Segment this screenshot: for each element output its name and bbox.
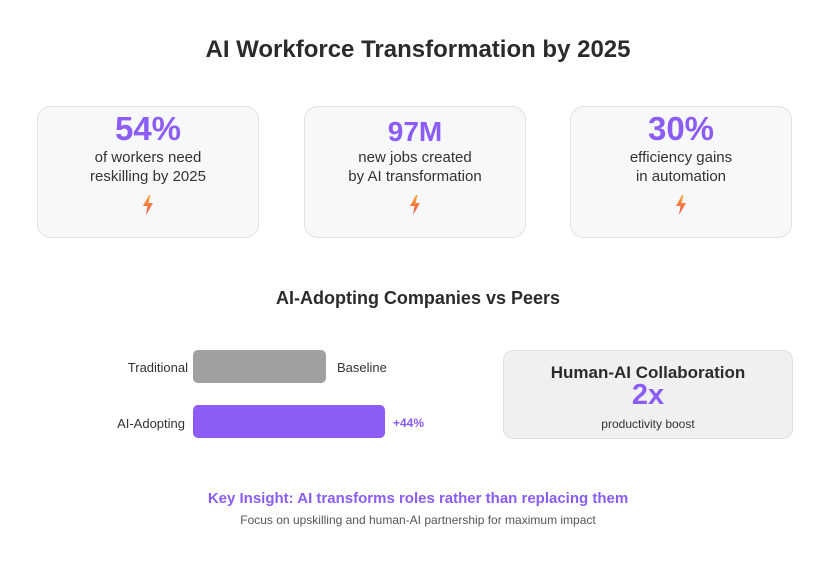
collaboration-value: 2x bbox=[631, 379, 665, 411]
stat-card-new-jobs: 97M new jobs created by AI transformatio… bbox=[304, 106, 526, 238]
stat-value: 54% bbox=[114, 110, 182, 147]
bar-ai-adopting bbox=[193, 405, 385, 438]
stat-card-efficiency: 30% efficiency gains in automation bbox=[570, 106, 792, 238]
collaboration-title: Human-AI Collaboration bbox=[550, 363, 746, 382]
collaboration-card: Human-AI Collaboration 2x productivity b… bbox=[503, 350, 793, 439]
stat-description-line1: of workers need bbox=[94, 149, 202, 166]
stat-description-line1: new jobs created bbox=[358, 149, 472, 166]
bar-note-increase: +44% bbox=[393, 416, 425, 430]
stat-description-line2: by AI transformation bbox=[348, 168, 482, 185]
key-insight-headline: Key Insight: AI transforms roles rather … bbox=[207, 490, 629, 507]
bar-note-baseline: Baseline bbox=[337, 360, 387, 375]
collaboration-subtitle: productivity boost bbox=[601, 417, 695, 431]
stat-card-reskilling: 54% of workers need reskilling by 2025 bbox=[37, 106, 259, 238]
stat-description-line1: efficiency gains bbox=[629, 149, 733, 166]
lightning-icon bbox=[410, 195, 420, 215]
comparison-title: AI-Adopting Companies vs Peers bbox=[275, 288, 561, 308]
bar-traditional bbox=[193, 350, 326, 383]
stat-value: 30% bbox=[647, 110, 715, 147]
lightning-icon bbox=[676, 195, 686, 215]
stat-value: 97M bbox=[387, 116, 443, 147]
page-title: AI Workforce Transformation by 2025 bbox=[205, 36, 631, 63]
key-insight-subtext: Focus on upskilling and human-AI partner… bbox=[240, 513, 596, 527]
bar-label-traditional: Traditional bbox=[127, 360, 188, 375]
bar-label-ai-adopting: AI-Adopting bbox=[117, 416, 185, 431]
stat-description-line2: reskilling by 2025 bbox=[90, 168, 206, 185]
stat-description-line2: in automation bbox=[635, 168, 727, 185]
lightning-icon bbox=[143, 195, 153, 215]
